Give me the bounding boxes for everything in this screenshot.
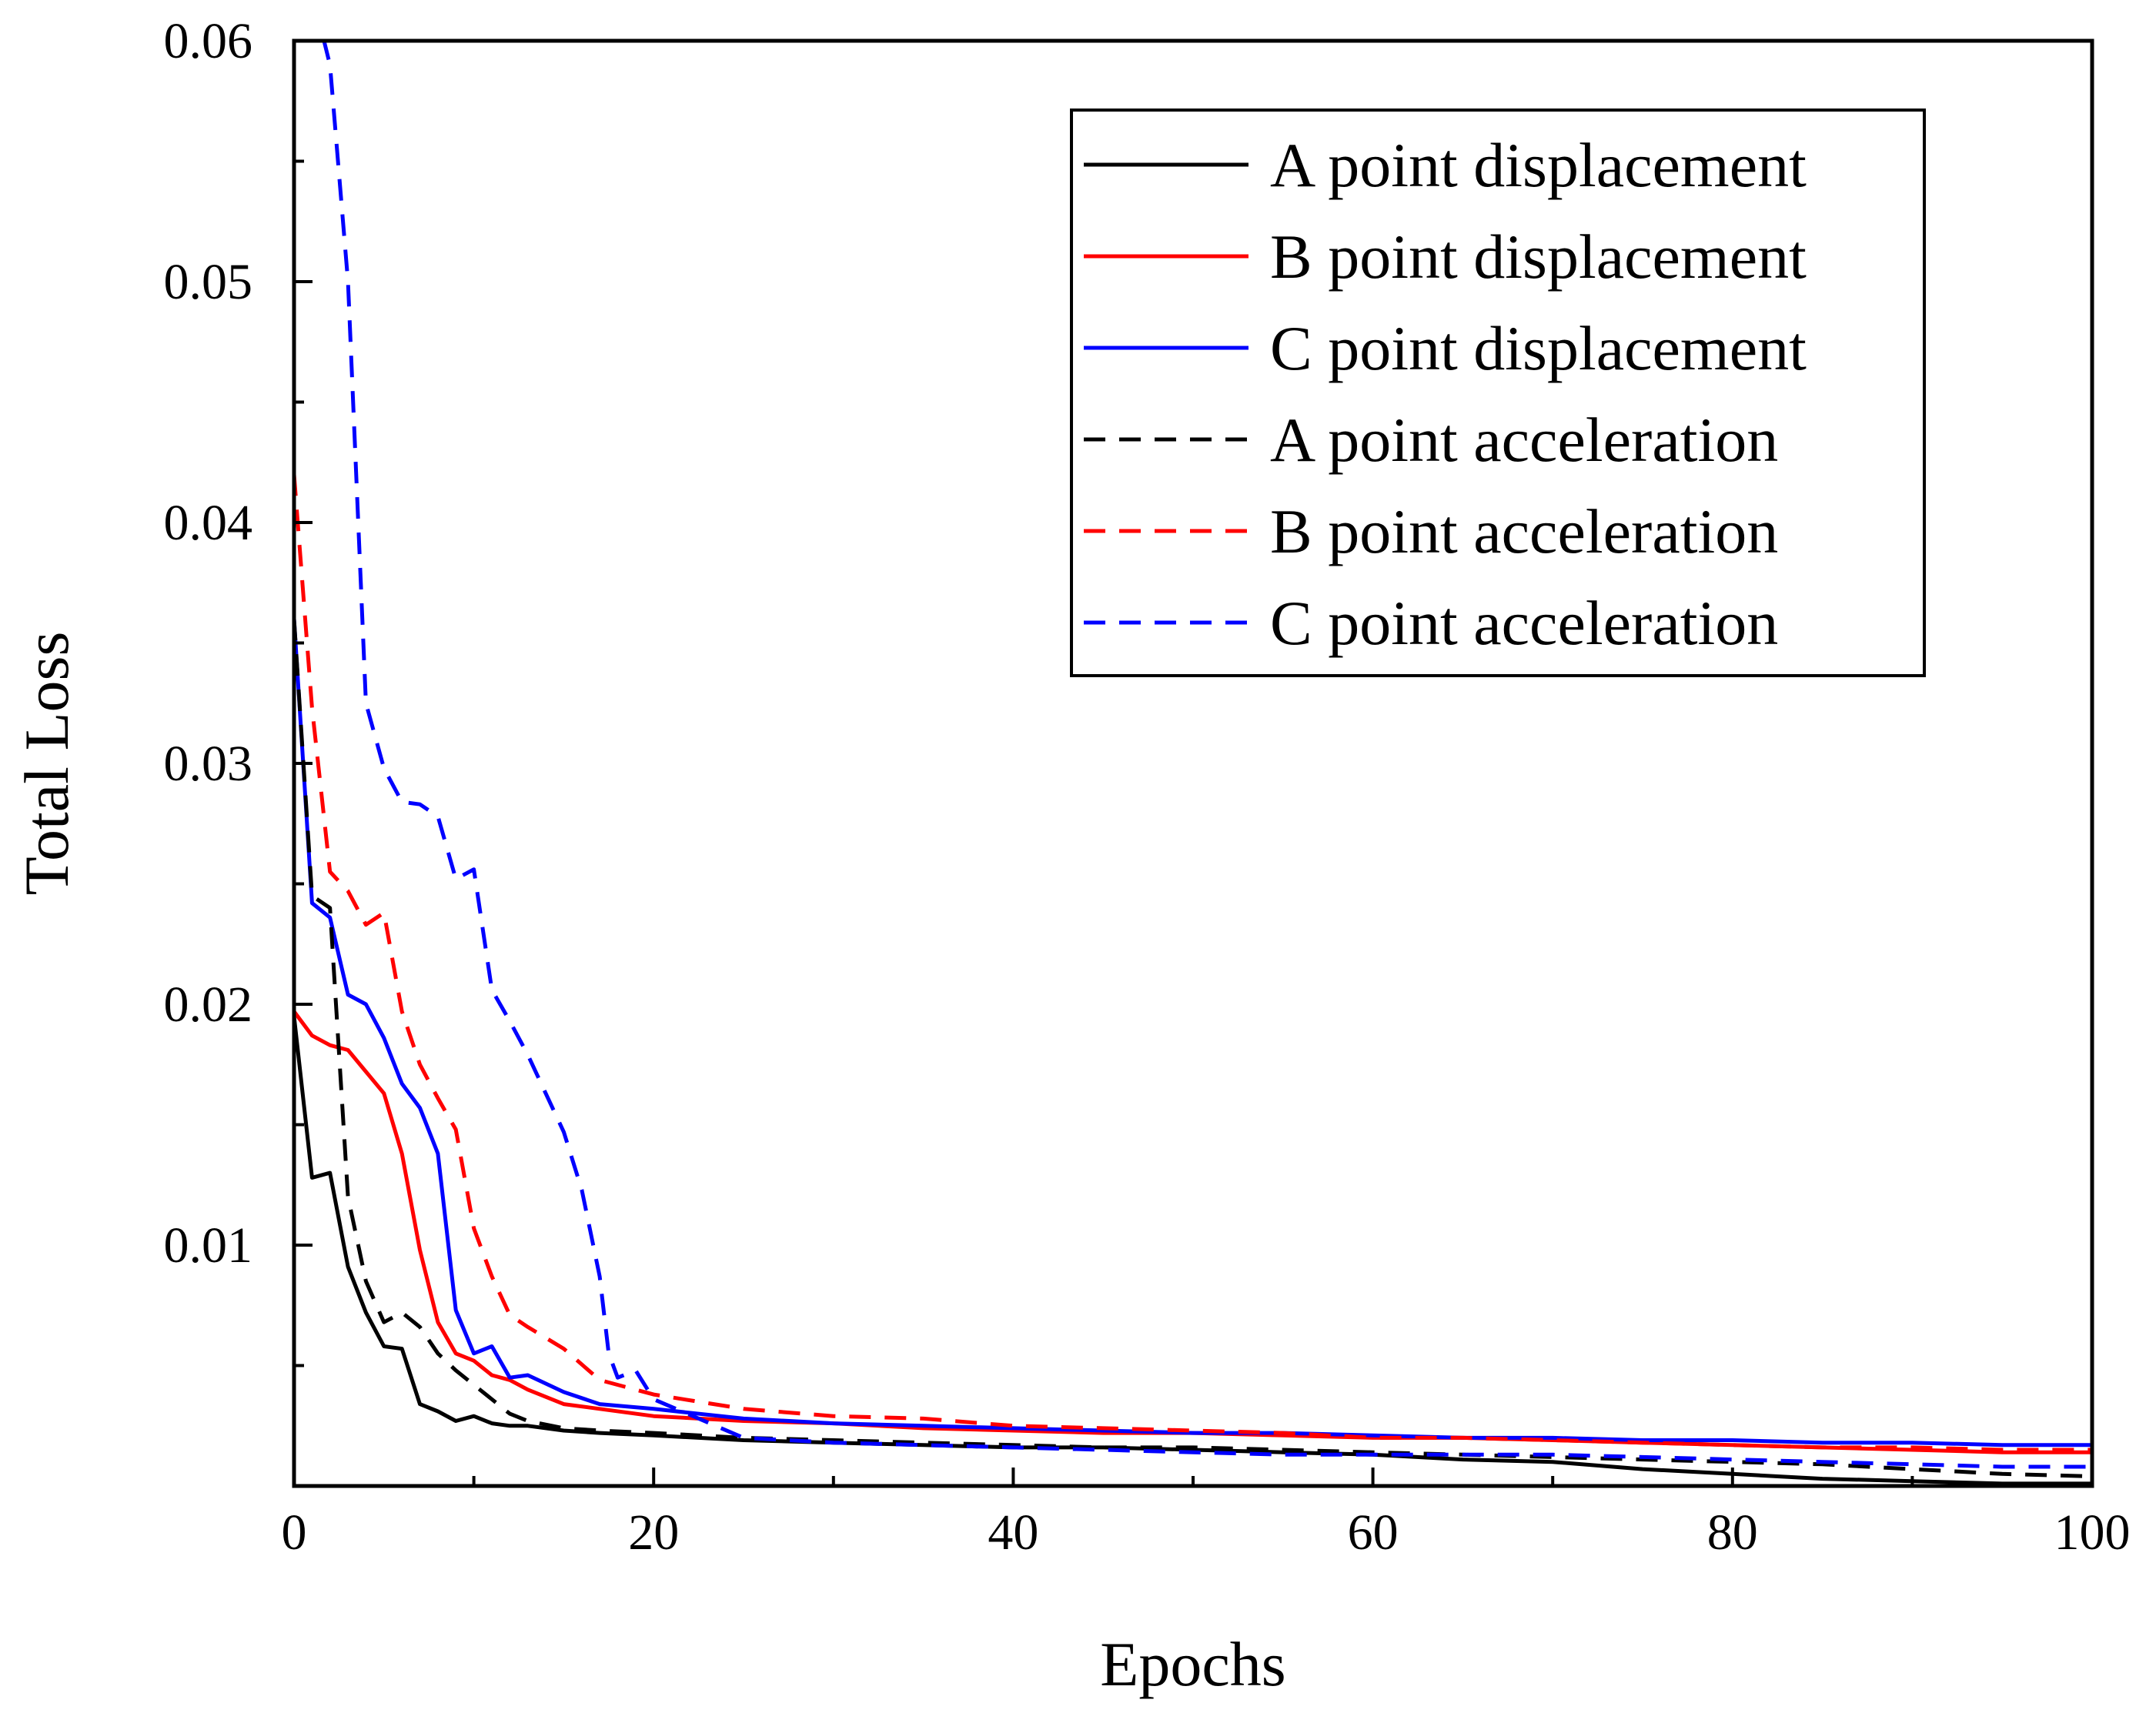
- x-axis-title: Epochs: [1100, 1629, 1285, 1699]
- y-tick-label: 0.01: [164, 1217, 253, 1274]
- x-tick-label: 80: [1707, 1504, 1758, 1561]
- x-tick-label: 60: [1348, 1504, 1399, 1561]
- y-axis-title: Total Loss: [12, 632, 82, 896]
- legend-label-a-point-acceleration: A point acceleration: [1270, 405, 1778, 475]
- series-line-a-point-displacement: [294, 1016, 2092, 1486]
- y-tick-label: 0.05: [164, 254, 253, 310]
- series-line-c-point-displacement: [294, 619, 2092, 1448]
- y-tick-label: 0.04: [164, 495, 253, 551]
- x-tick-label: 0: [282, 1504, 307, 1561]
- series-line-b-point-acceleration: [294, 474, 2092, 1452]
- legend-label-c-point-acceleration: C point acceleration: [1270, 588, 1778, 658]
- axis-ticks: 0 20 40 60 80 100 0.01 0.02 0.03 0.04 0.05 0.06: [164, 13, 2131, 1561]
- series-line-a-point-acceleration: [294, 619, 2092, 1478]
- series-line-c-point-acceleration: [322, 41, 2092, 1469]
- x-tick-label: 100: [2054, 1504, 2131, 1561]
- legend-label-b-point-displacement: B point displacement: [1270, 222, 1807, 292]
- legend-label-c-point-displacement: C point displacement: [1270, 313, 1807, 383]
- series-layer: [294, 41, 2092, 1486]
- legend-label-b-point-acceleration: B point acceleration: [1270, 496, 1778, 566]
- legend-label-a-point-displacement: A point displacement: [1270, 130, 1807, 200]
- y-tick-label: 0.02: [164, 977, 253, 1033]
- series-line-b-point-displacement: [294, 1010, 2092, 1454]
- legend: A point displacement B point displacement…: [1070, 109, 1926, 677]
- legend-box: [1070, 109, 1926, 677]
- x-tick-label: 40: [988, 1504, 1038, 1561]
- y-tick-label: 0.06: [164, 13, 253, 69]
- y-tick-label: 0.03: [164, 736, 253, 792]
- x-tick-label: 20: [628, 1504, 679, 1561]
